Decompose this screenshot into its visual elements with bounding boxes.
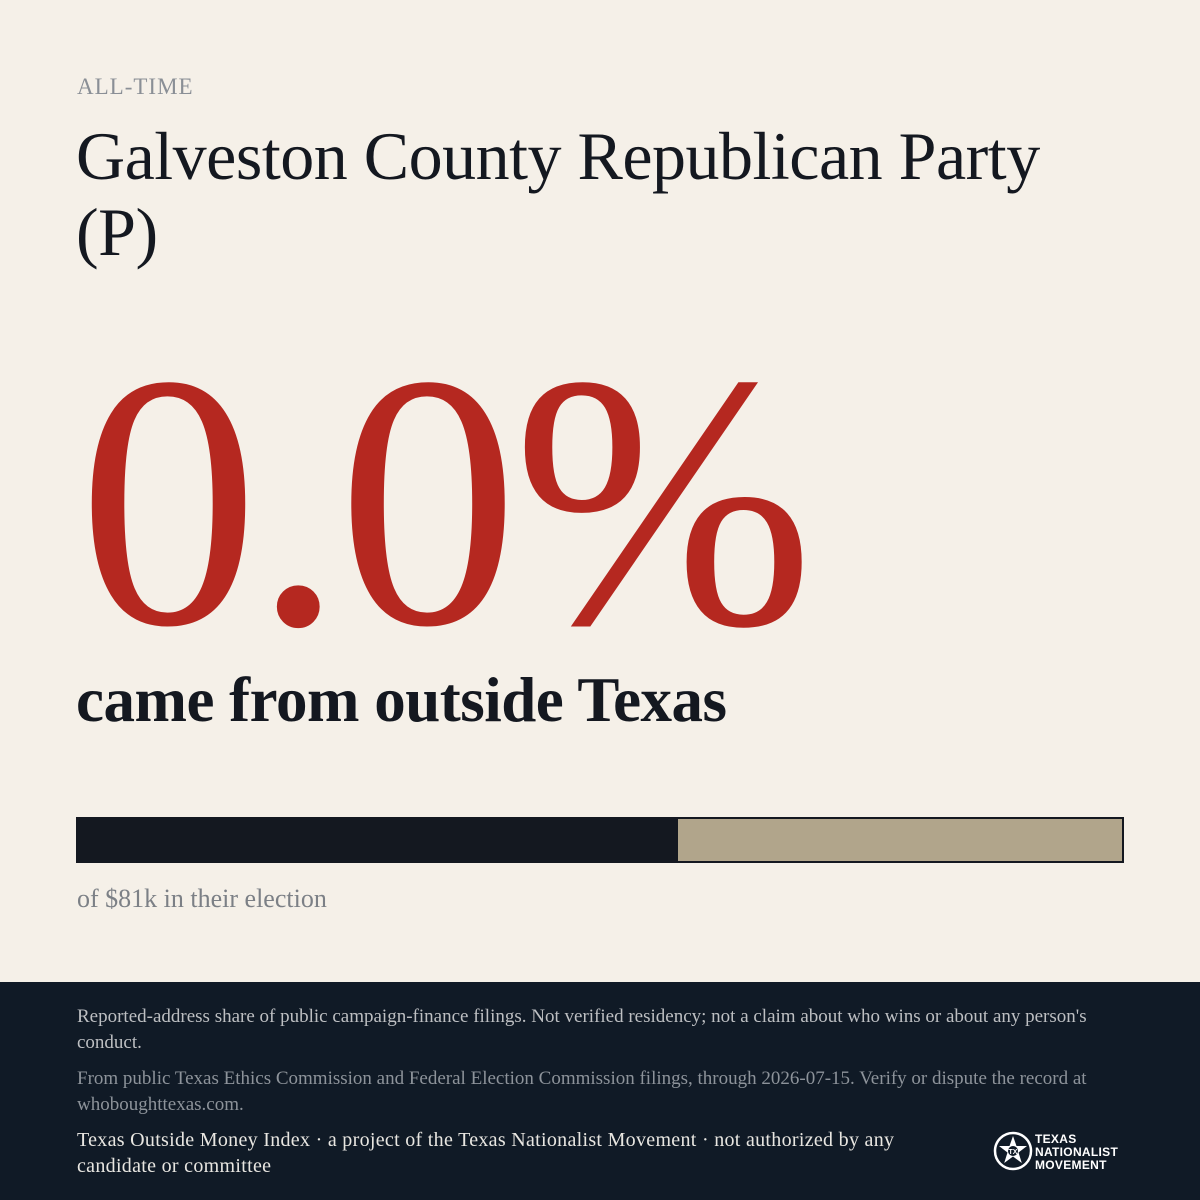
share-progress-fill [78, 819, 679, 861]
footer-credit: Texas Outside Money Index · a project of… [77, 1129, 895, 1177]
logo-line-3: MOVEMENT [1035, 1158, 1107, 1172]
logo-line-2: NATIONALIST [1035, 1145, 1119, 1159]
footer-disclaimer: Reported-address share of public campaig… [77, 1006, 1087, 1053]
kicker-label: ALL-TIME [77, 74, 194, 99]
tnm-logo: TX TEXAS NATIONALIST MOVEMENT [993, 1131, 1128, 1175]
page-title: Galveston County Republican Party (P) [76, 118, 1040, 270]
svg-text:TX: TX [1009, 1149, 1018, 1156]
share-progress-bar [76, 817, 1124, 863]
total-caption: of $81k in their election [77, 884, 327, 913]
headline-percentage: 0.0% [78, 301, 814, 702]
footer-source: From public Texas Ethics Commission and … [77, 1068, 1087, 1115]
star-seal-icon: TX [993, 1131, 1033, 1171]
headline-subtext: came from outside Texas [76, 665, 727, 735]
logo-line-1: TEXAS [1035, 1132, 1077, 1146]
